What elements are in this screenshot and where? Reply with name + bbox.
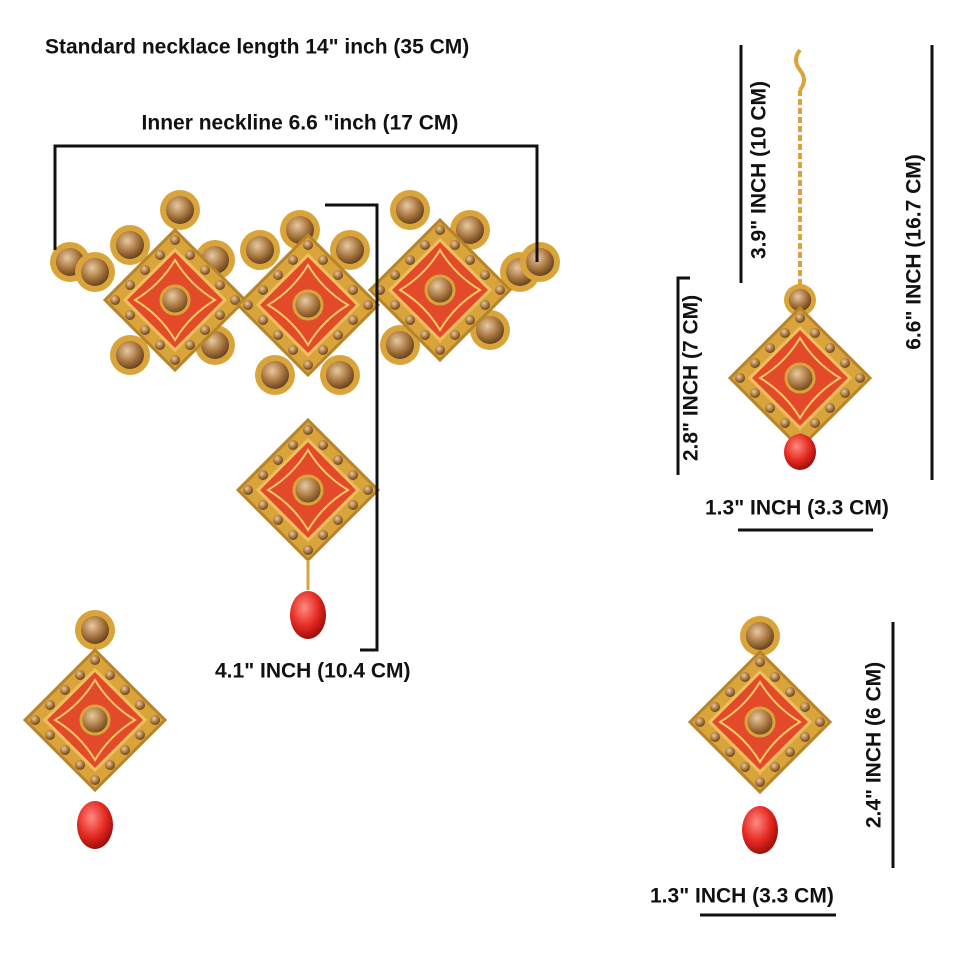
necklace-length-label: Standard necklace length 14" inch (35 CM… bbox=[45, 36, 469, 59]
maang-tikka bbox=[728, 48, 872, 470]
necklace bbox=[50, 190, 560, 639]
tikka-length-label: 6.6" INCH (16.7 CM) bbox=[903, 154, 926, 350]
neckline-label: Inner neckline 6.6 "inch (17 CM) bbox=[142, 112, 459, 135]
tikka-pendant-label: 2.8" INCH (7 CM) bbox=[680, 295, 703, 461]
tikka-width-label: 1.3" INCH (3.3 CM) bbox=[705, 497, 889, 520]
pendant-height-label: 4.1" INCH (10.4 CM) bbox=[215, 660, 411, 683]
earring-width-label: 1.3" INCH (3.3 CM) bbox=[650, 885, 834, 908]
tikka-chain-label: 3.9" INCH (10 CM) bbox=[748, 81, 771, 259]
earring-height-label: 2.4" INCH (6 CM) bbox=[863, 662, 886, 828]
earring-left bbox=[23, 610, 167, 849]
earring-right bbox=[688, 616, 832, 854]
dimension-lines bbox=[53, 45, 934, 917]
